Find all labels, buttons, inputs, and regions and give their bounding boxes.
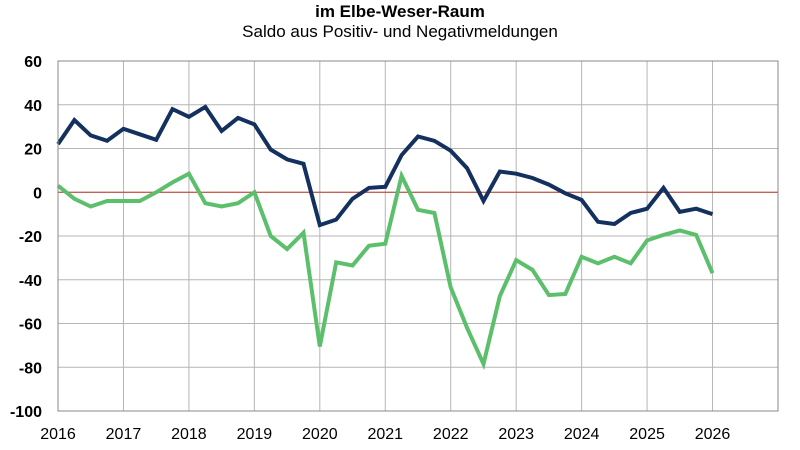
y-tick-label: -60 [19, 317, 42, 334]
series-line-2 [56, 169, 715, 371]
y-tick-label: -40 [19, 273, 42, 290]
y-tick-label: -80 [19, 360, 42, 377]
series-line-1 [56, 104, 714, 228]
y-tick-label: -20 [19, 229, 42, 246]
x-tick-label: 2025 [629, 426, 665, 443]
x-tick-label: 2024 [564, 426, 600, 443]
chart-subtitle: Saldo aus Positiv- und Negativmeldungen [242, 22, 558, 41]
y-tick-label: 40 [24, 98, 42, 115]
x-tick-label: 2016 [40, 426, 76, 443]
plot-frame [57, 60, 779, 412]
x-tick-label: 2018 [171, 426, 207, 443]
chart-title: im Elbe-Weser-Raum [315, 2, 485, 21]
y-tick-labels: 60 40 20 0 -20 -40 -60 -80 -100 [10, 54, 42, 421]
x-tick-label: 2021 [367, 426, 403, 443]
y-tick-label: 20 [24, 142, 42, 159]
x-tick-labels: 2016 2017 2018 2019 2020 2021 2022 2023 2024 2025… [40, 426, 730, 443]
x-tick-label: 2026 [695, 426, 731, 443]
y-tick-label: 60 [24, 54, 42, 71]
y-tick-label: -100 [10, 404, 42, 421]
x-tick-label: 2019 [237, 426, 273, 443]
x-tick-label: 2020 [302, 426, 338, 443]
x-tick-label: 2017 [106, 426, 142, 443]
x-tick-label: 2023 [498, 426, 534, 443]
grid-lines [57, 60, 778, 412]
series-group [56, 104, 715, 371]
x-tick-label: 2022 [433, 426, 469, 443]
y-tick-label: 0 [33, 185, 42, 202]
